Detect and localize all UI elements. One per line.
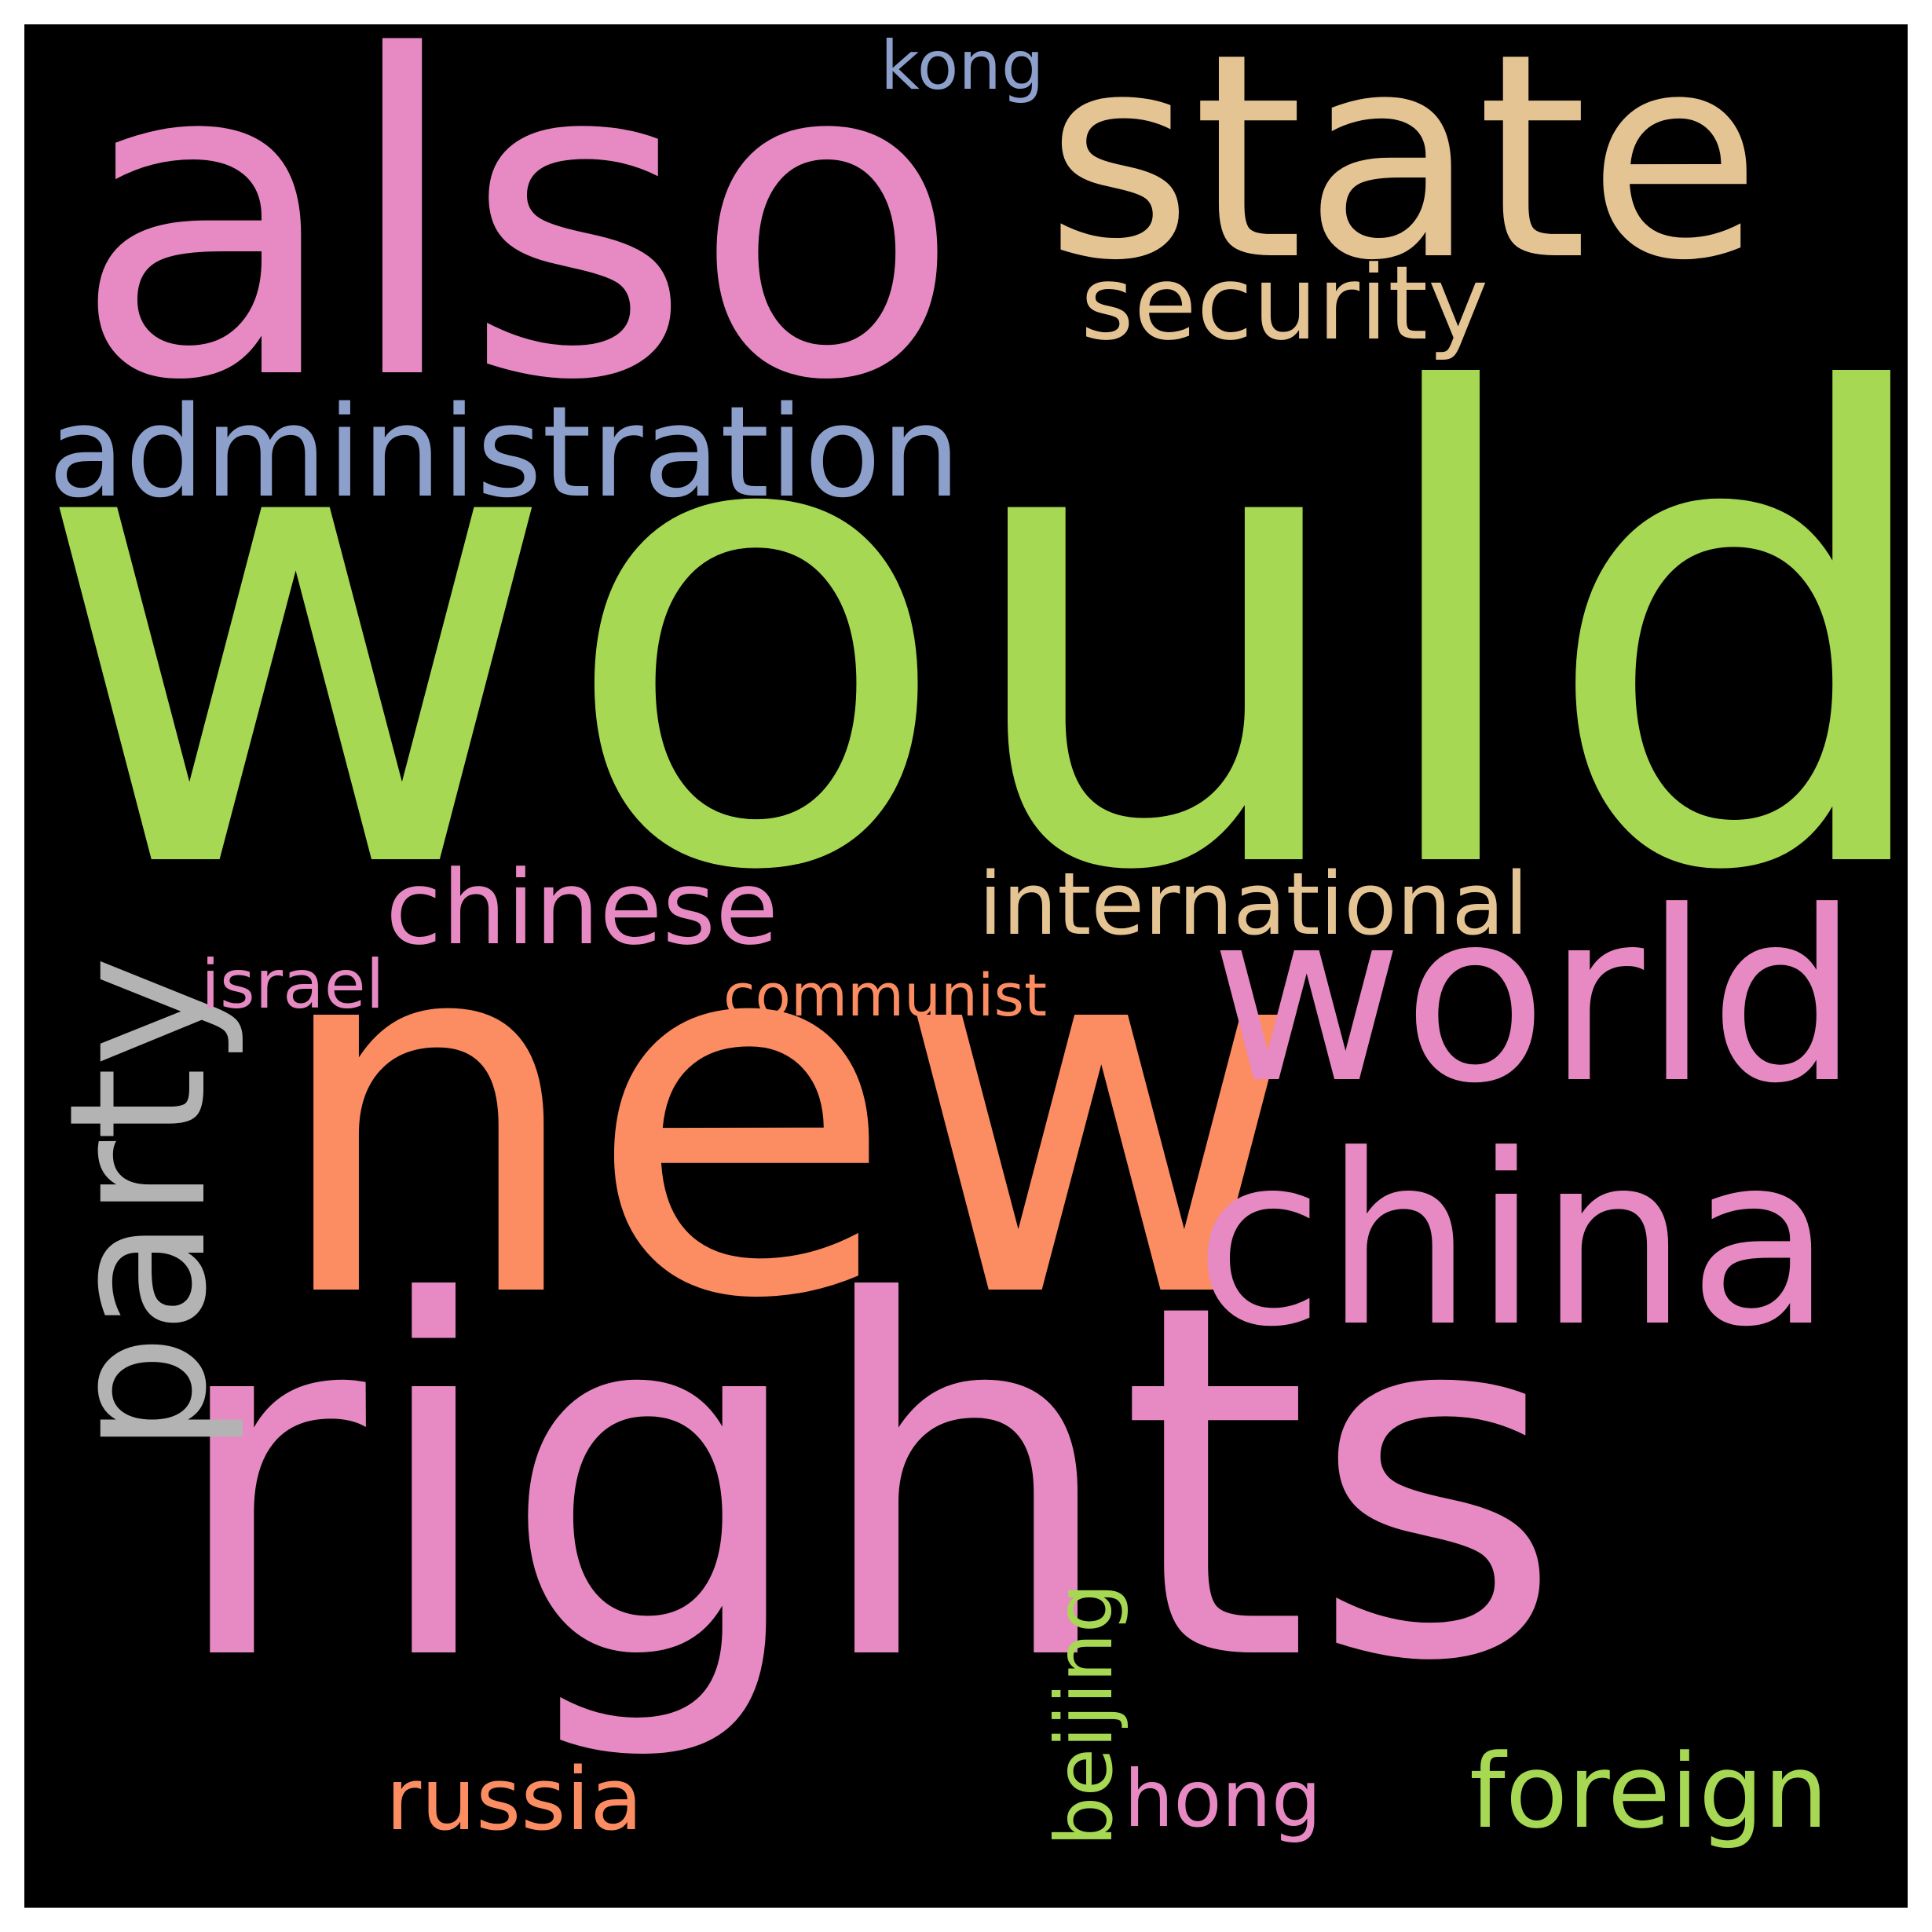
word-foreign: foreign [1469,1732,1828,1851]
word-chinese: chinese [386,848,779,968]
word-israel: israel [201,946,385,1024]
word-would: would [32,262,1908,1012]
word-china: china [1195,1104,1833,1378]
word-world: world [1210,861,1860,1135]
word-also: also [71,24,962,477]
word-security: security [1081,243,1489,363]
word-party: party [28,955,248,1454]
word-administration: administration [48,379,961,525]
word-hong: hong [1124,1753,1322,1845]
word-international: international [979,854,1529,954]
word-russia: russia [386,1749,643,1850]
word-rights: rights [166,1202,1564,1768]
word-new: new [268,823,1307,1408]
word-kong: kong [880,27,1045,105]
word-cloud: would new rights also state world china … [24,24,1908,1908]
word-communist: communist [723,962,1048,1030]
word-state: state [1045,24,1762,322]
word-beijing: beijing [1038,1583,1130,1846]
